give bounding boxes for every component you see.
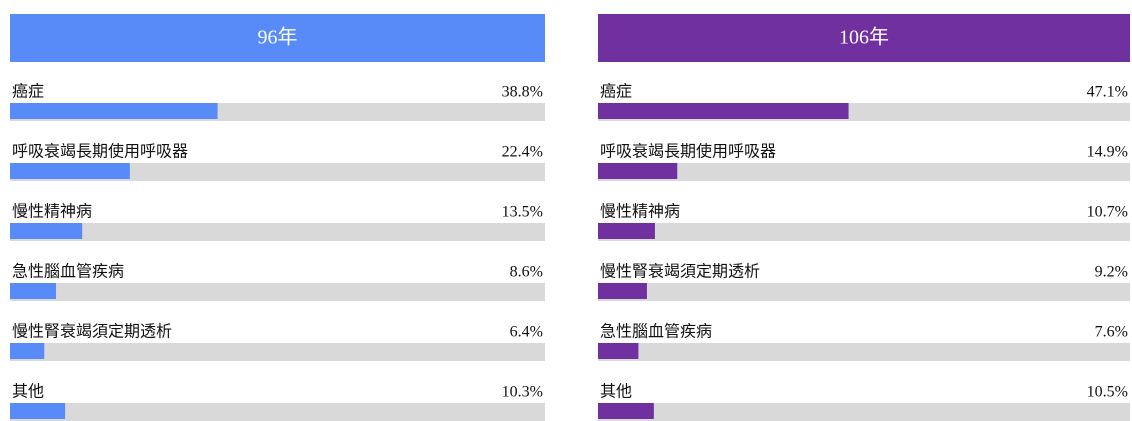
category-label: 癌症 [600,83,632,101]
value-label: 6.4% [510,324,543,341]
bar [598,163,678,179]
track [10,403,545,421]
track [598,223,1130,241]
value-label: 9.2% [1095,264,1128,281]
bar [598,103,849,119]
value-label: 38.8% [502,84,543,101]
category-label: 急性腦血管疾病 [12,263,124,281]
category-label: 慢性精神病 [12,203,92,221]
category-label: 呼吸衰竭長期使用呼吸器 [12,143,188,161]
track [10,163,545,181]
category-label: 急性腦血管疾病 [600,323,712,341]
bar [598,403,654,419]
value-label: 22.4% [502,144,543,161]
category-label: 慢性精神病 [600,203,680,221]
category-label: 慢性腎衰竭須定期透析 [12,323,172,341]
value-label: 47.1% [1087,84,1128,101]
value-label: 7.6% [1095,324,1128,341]
category-label: 癌症 [12,83,44,101]
category-label: 慢性腎衰竭須定期透析 [600,263,760,281]
bar [10,403,66,419]
value-label: 13.5% [502,204,543,221]
value-label: 10.3% [502,384,543,401]
header [10,14,545,62]
panel-title: 96年 [258,26,298,49]
bar [10,223,83,239]
category-label: 其他 [12,383,44,401]
track [598,163,1130,181]
track [10,223,545,241]
bar [598,343,639,359]
value-label: 10.5% [1087,384,1128,401]
panel-title: 106年 [839,26,889,49]
header [598,14,1130,62]
track [598,343,1130,361]
value-label: 10.7% [1087,204,1128,221]
bar [10,163,130,179]
bar [10,343,45,359]
category-label: 其他 [600,383,632,401]
track [598,403,1130,421]
track [598,283,1130,301]
bar [10,103,218,119]
value-label: 8.6% [510,264,543,281]
value-label: 14.9% [1087,144,1128,161]
bar [598,223,655,239]
category-label: 呼吸衰竭長期使用呼吸器 [600,143,776,161]
bar [10,283,57,299]
bar [598,283,647,299]
track [10,283,545,301]
track [10,343,545,361]
